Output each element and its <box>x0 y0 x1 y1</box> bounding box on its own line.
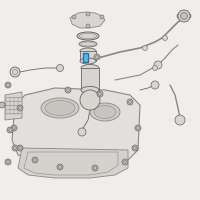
Circle shape <box>7 127 13 133</box>
Circle shape <box>86 12 90 16</box>
Circle shape <box>97 91 103 97</box>
Circle shape <box>94 54 100 60</box>
Circle shape <box>162 36 168 40</box>
Circle shape <box>32 157 38 163</box>
Circle shape <box>100 15 104 19</box>
Circle shape <box>57 164 63 170</box>
Ellipse shape <box>77 32 99 40</box>
Circle shape <box>132 145 138 151</box>
Circle shape <box>178 10 190 22</box>
Circle shape <box>5 159 11 165</box>
Circle shape <box>86 24 90 28</box>
Bar <box>80 51 96 61</box>
Circle shape <box>17 105 23 111</box>
Circle shape <box>78 128 86 136</box>
Circle shape <box>142 46 148 50</box>
Bar <box>83 53 88 62</box>
Circle shape <box>151 81 159 89</box>
Circle shape <box>12 145 18 151</box>
Bar <box>81 68 99 90</box>
Circle shape <box>57 64 64 72</box>
Polygon shape <box>70 12 105 28</box>
Circle shape <box>135 125 141 131</box>
Circle shape <box>72 15 76 19</box>
Circle shape <box>92 165 98 171</box>
Ellipse shape <box>79 41 97 47</box>
Ellipse shape <box>90 103 120 121</box>
Polygon shape <box>12 88 140 165</box>
Circle shape <box>5 82 11 88</box>
Circle shape <box>127 99 133 105</box>
Circle shape <box>180 12 188 20</box>
Circle shape <box>175 115 185 125</box>
Circle shape <box>80 90 100 110</box>
Circle shape <box>10 67 20 77</box>
Ellipse shape <box>94 106 116 118</box>
Circle shape <box>153 66 158 71</box>
Ellipse shape <box>80 58 96 64</box>
Circle shape <box>11 125 17 131</box>
Ellipse shape <box>177 12 191 20</box>
Circle shape <box>154 61 162 69</box>
Circle shape <box>65 87 71 93</box>
Ellipse shape <box>45 100 75 116</box>
Polygon shape <box>5 92 22 120</box>
Ellipse shape <box>41 98 79 118</box>
Circle shape <box>17 145 23 151</box>
Circle shape <box>0 102 5 108</box>
Ellipse shape <box>81 64 99 72</box>
Ellipse shape <box>80 48 96 54</box>
Circle shape <box>122 159 128 165</box>
Polygon shape <box>18 148 128 178</box>
Ellipse shape <box>81 86 99 94</box>
